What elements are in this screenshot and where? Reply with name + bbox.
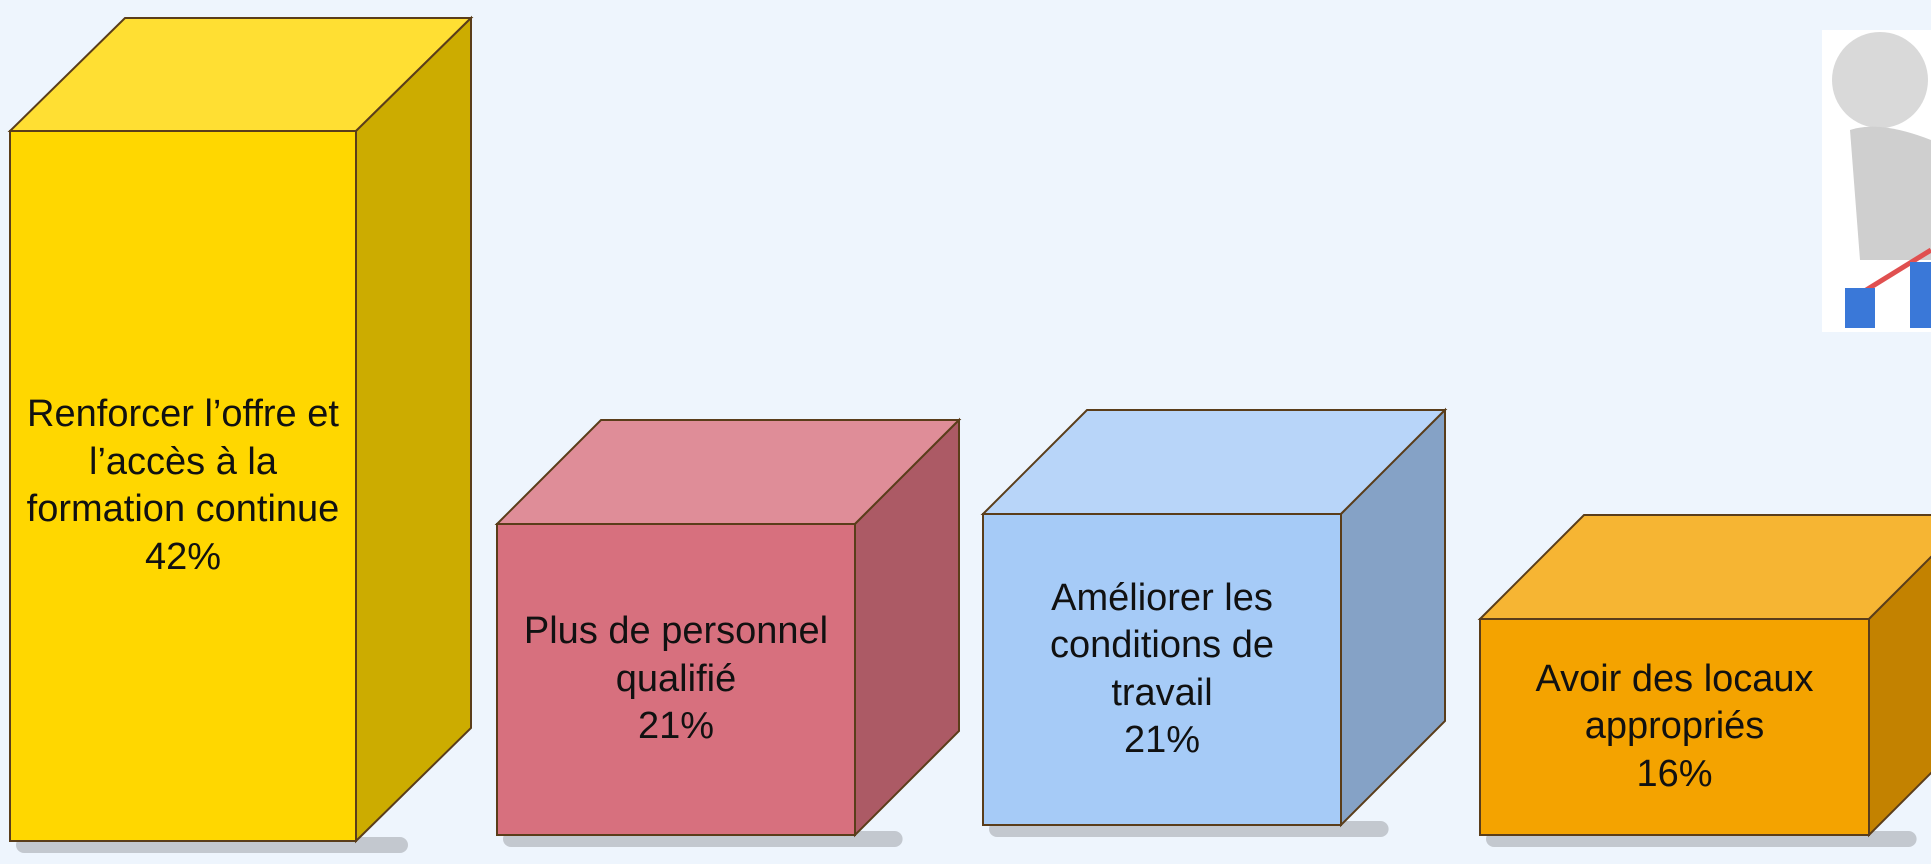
box-label: Renforcer l’offre et l’accès à la format… [10, 131, 356, 841]
box-front [9, 130, 357, 842]
figure-icon [1822, 30, 1931, 332]
box-label: Avoir des locaux appropriés 16% [1480, 619, 1869, 835]
value-label: 16% [1636, 752, 1713, 795]
value-label: 42% [144, 535, 222, 578]
category-label: Plus de personnel qualifié [523, 610, 829, 700]
box-front [982, 513, 1342, 826]
box-label: Améliorer les conditions de travail 21% [983, 514, 1341, 825]
box-front [1479, 618, 1870, 836]
box-side [355, 15, 472, 844]
value-label: 21% [637, 705, 715, 748]
category-label: Améliorer les conditions de travail [1050, 576, 1274, 714]
category-label: Renforcer l’offre et l’accès à la format… [26, 393, 340, 530]
box-front [496, 523, 856, 836]
box-top [1477, 514, 1931, 620]
category-label: Avoir des locaux appropriés [1535, 657, 1814, 748]
value-label: 21% [1123, 719, 1201, 761]
box-label: Plus de personnel qualifié 21% [497, 524, 855, 835]
